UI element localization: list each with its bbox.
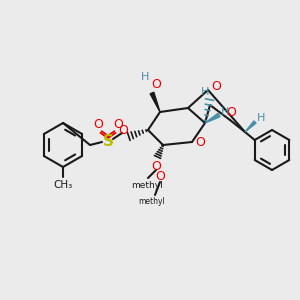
Polygon shape bbox=[150, 92, 160, 112]
Text: S: S bbox=[103, 134, 113, 149]
Text: H: H bbox=[141, 72, 149, 82]
Text: O: O bbox=[195, 136, 205, 149]
Polygon shape bbox=[205, 113, 220, 123]
Text: methyl: methyl bbox=[131, 182, 163, 190]
Text: H: H bbox=[201, 87, 209, 97]
Text: H: H bbox=[257, 113, 265, 123]
Text: O: O bbox=[155, 170, 165, 184]
Text: methyl: methyl bbox=[139, 197, 165, 206]
Text: H: H bbox=[221, 107, 229, 117]
Text: O: O bbox=[211, 80, 221, 94]
Text: O: O bbox=[113, 118, 123, 130]
Text: O: O bbox=[118, 124, 128, 136]
Text: O: O bbox=[226, 106, 236, 119]
Text: CH₃: CH₃ bbox=[53, 180, 73, 190]
Polygon shape bbox=[245, 121, 256, 132]
Text: O: O bbox=[93, 118, 103, 130]
Text: O: O bbox=[151, 79, 161, 92]
Text: O: O bbox=[151, 160, 161, 172]
